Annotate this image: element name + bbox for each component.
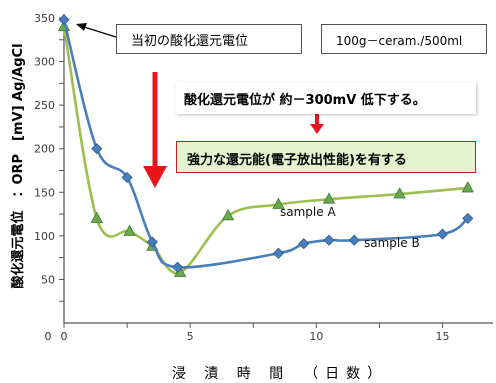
small-down-arrow-head [310,124,324,134]
big-down-arrow-head [143,166,167,188]
data-point-sample-a [272,197,285,209]
pointer-arrow-head [76,23,87,31]
data-point-sample-b [58,14,70,26]
data-point-sample-a [221,208,235,221]
annotation-reducing-capability: 強力な還元能(電子放出性能)を有する [176,141,476,173]
y-tick-label: 250 [34,99,55,112]
data-point-sample-b [91,143,103,155]
pointer-arrow-line [83,26,117,38]
data-point-sample-b [436,228,449,240]
annotation-initial-orp: 当初の酸化還元電位 [116,24,302,54]
chart-axes [63,14,493,324]
data-point-sample-b [146,236,158,248]
y-tick-label: 50 [41,273,55,286]
data-point-sample-b [171,261,184,273]
chart-annotation-arrows [76,23,324,188]
series-label-sample-a: sample A [280,205,336,219]
y-tick-label: 300 [34,56,55,69]
data-point-sample-a [322,192,336,204]
x-tick-label: 10 [309,330,323,343]
y-tick-label: 350 [34,12,55,25]
annotation-dose: 100g－ceram./500ml [321,24,487,54]
data-point-sample-b [462,212,474,224]
chart-series [57,14,474,277]
data-point-sample-b [348,234,360,246]
y-tick-label: 200 [34,143,55,156]
data-point-sample-b [298,238,310,250]
x-tick-label: 5 [187,330,194,343]
y-tick-label: 150 [34,186,55,199]
y-axis-label: 酸化還元電位 ：ORP [mV] Ag/AgCl [10,43,26,288]
data-point-sample-b [272,247,285,259]
x-axis-label: 浸 漬 時 間 （日数） [172,366,388,382]
data-point-sample-a [90,211,103,223]
data-point-sample-b [323,234,335,246]
data-point-sample-a [393,187,406,199]
data-point-sample-a [123,224,136,236]
x-tick-label: 0 [61,330,68,343]
series-label-sample-b: sample B [364,236,420,250]
series-line-sample-b [62,19,469,269]
chart-ticks: 0 5 10 15 50 100 150 200 250 300 350 0 [34,12,450,343]
annotation-orp-decrease: 酸化還元電位が 約－300mV 低下する。 [176,82,476,114]
data-point-sample-b [121,171,133,184]
x-tick-label: 15 [436,330,450,343]
data-point-sample-a [461,181,474,193]
y-tick-label: 100 [34,230,55,243]
origin-label: 0 [45,330,52,343]
